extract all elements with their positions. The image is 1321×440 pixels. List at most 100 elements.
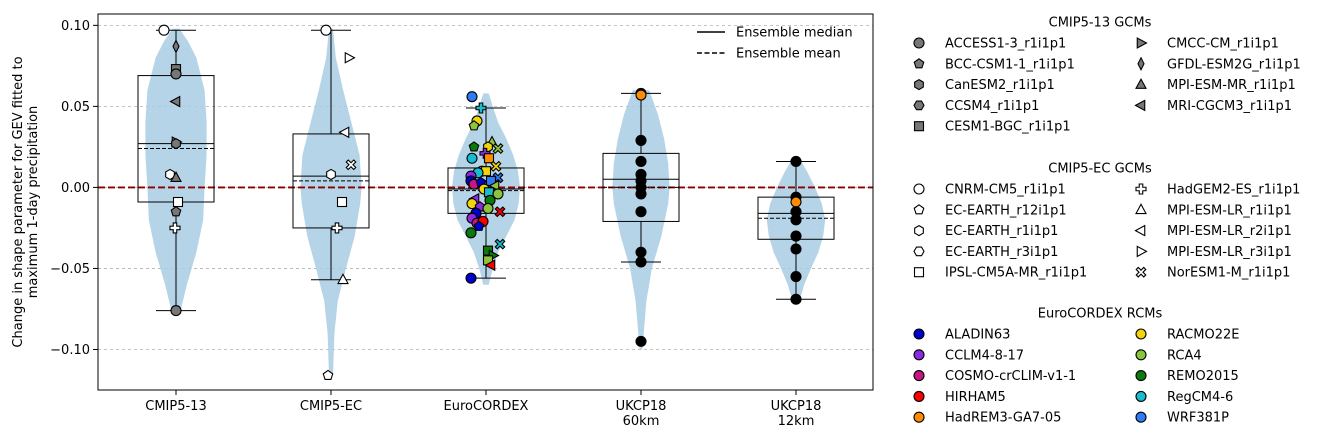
legend-item-label: NorESM1-M_r1i1p1 bbox=[1167, 266, 1290, 281]
legend-item-label: EC-EARTH_r1i1p1 bbox=[945, 224, 1058, 239]
legend-marker-icon bbox=[1135, 390, 1147, 402]
legend-marker-icon bbox=[913, 121, 925, 132]
data-point bbox=[790, 155, 802, 168]
data-point bbox=[320, 24, 332, 36]
y-tick-label: −0.05 bbox=[50, 262, 90, 277]
legend-marker-icon bbox=[1135, 328, 1147, 340]
data-point bbox=[484, 259, 496, 272]
data-point bbox=[483, 153, 495, 164]
legend-marker-icon bbox=[1135, 183, 1147, 195]
legend-item-label: IPSL-CM5A-MR_r1i1p1 bbox=[945, 266, 1087, 281]
data-point bbox=[488, 179, 500, 192]
data-point bbox=[170, 305, 182, 317]
legend-item-label: HIRHAM5 bbox=[945, 390, 1006, 405]
data-point bbox=[790, 230, 802, 242]
data-point bbox=[170, 68, 182, 80]
legend-marker-icon bbox=[913, 183, 925, 195]
x-tick-label: CMIP5-EC bbox=[300, 399, 362, 414]
legend-item-label: MPI-ESM-LR_r1i1p1 bbox=[1167, 203, 1292, 218]
legend-item-label: HadREM3-GA7-05 bbox=[945, 411, 1061, 426]
legend-marker-icon bbox=[1135, 349, 1147, 361]
legend-item-label: GFDL-ESM2G_r1i1p1 bbox=[1167, 57, 1301, 72]
legend-marker-icon bbox=[913, 390, 925, 402]
data-point bbox=[172, 39, 180, 54]
data-point bbox=[494, 238, 506, 250]
data-point bbox=[490, 160, 502, 172]
legend-marker-icon bbox=[1135, 77, 1147, 89]
data-point bbox=[790, 243, 802, 255]
legend-marker-icon bbox=[914, 78, 924, 91]
legend-marker-icon bbox=[913, 246, 925, 257]
data-point bbox=[170, 171, 182, 182]
data-point bbox=[344, 51, 356, 64]
legend-item-label: CNRM-CM5_r1i1p1 bbox=[945, 183, 1066, 198]
data-point bbox=[635, 335, 647, 347]
y-tick-label: 0.05 bbox=[61, 100, 90, 115]
legend-line-label: Ensemble mean bbox=[736, 47, 841, 62]
legend-marker-icon bbox=[1136, 245, 1148, 258]
data-point bbox=[331, 222, 343, 234]
legend-marker-icon bbox=[913, 267, 925, 278]
x-tick-label: UKCP18 12km bbox=[771, 399, 822, 429]
x-tick-label: UKCP18 60km bbox=[616, 399, 667, 429]
legend-item-label: CCSM4_r1i1p1 bbox=[945, 99, 1039, 114]
legend-marker-icon bbox=[1134, 99, 1146, 112]
violin-1 bbox=[300, 28, 362, 376]
legend-marker-icon bbox=[1134, 224, 1146, 237]
legend-marker-icon bbox=[1135, 370, 1147, 382]
legend-item-label: CanESM2_r1i1p1 bbox=[945, 78, 1055, 93]
legend-marker-icon bbox=[913, 411, 925, 423]
data-point bbox=[635, 246, 647, 258]
data-point bbox=[790, 271, 802, 283]
data-point bbox=[326, 168, 336, 181]
legend-marker-icon bbox=[913, 58, 925, 69]
data-point bbox=[169, 95, 181, 108]
legend-item-label: CMCC-CM_r1i1p1 bbox=[1167, 37, 1279, 52]
x-tick-label: EuroCORDEX bbox=[444, 399, 529, 414]
legend-item-label: ACCESS1-3_r1i1p1 bbox=[945, 37, 1066, 52]
data-point bbox=[492, 142, 504, 155]
legend-marker-icon bbox=[913, 328, 925, 340]
data-point bbox=[465, 227, 477, 239]
legend-item-label: ALADIN63 bbox=[945, 328, 1010, 343]
data-point bbox=[482, 202, 494, 215]
legend-section-title: CMIP5-13 GCMs bbox=[1049, 16, 1152, 31]
data-point bbox=[345, 159, 357, 171]
legend-item-label: BCC-CSM1-1_r1i1p1 bbox=[945, 57, 1075, 72]
legend-area: CMIP5-13 GCMs ACCESS1-3_r1i1p1 BCC-CSM1-1_… bbox=[913, 16, 1301, 426]
data-point bbox=[492, 188, 504, 200]
data-point bbox=[635, 155, 647, 168]
data-point bbox=[790, 196, 802, 208]
legend-marker-icon bbox=[1135, 266, 1147, 278]
legend-marker-icon bbox=[1136, 37, 1148, 49]
legend-item-label: MRI-CGCM3_r1i1p1 bbox=[1167, 99, 1292, 114]
legend-marker-icon bbox=[1135, 203, 1147, 215]
y-axis-label: Change in shape parameter for GEV fitted… bbox=[11, 56, 41, 347]
legend-marker-icon bbox=[913, 204, 925, 215]
data-point bbox=[494, 206, 506, 218]
legend-item-label: COSMO-crCLIM-v1-1 bbox=[945, 369, 1076, 384]
data-point bbox=[790, 293, 802, 305]
legend-line-label: Ensemble median bbox=[736, 26, 853, 41]
data-point bbox=[336, 196, 348, 208]
data-point bbox=[468, 120, 480, 131]
data-point bbox=[473, 220, 485, 231]
legend-item-label: CESM1-BGC_r1i1p1 bbox=[945, 120, 1071, 135]
legend-item-label: MPI-ESM-LR_r3i1p1 bbox=[1167, 245, 1292, 260]
data-point bbox=[482, 245, 494, 256]
x-tick-label: CMIP5-13 bbox=[145, 399, 206, 414]
data-point bbox=[635, 256, 647, 268]
data-point bbox=[171, 138, 181, 150]
legend-item-label: WRF381P bbox=[1167, 411, 1229, 426]
legend-item-label: EC-EARTH_r3i1p1 bbox=[945, 245, 1058, 260]
legend-marker-icon bbox=[913, 37, 925, 49]
data-point bbox=[475, 102, 487, 114]
legend-section-title: EuroCORDEX RCMs bbox=[1038, 307, 1163, 322]
data-point bbox=[465, 272, 477, 284]
legend-section-title: CMIP5-EC GCMs bbox=[1048, 162, 1152, 177]
data-point bbox=[165, 168, 175, 181]
legend-item-label: RACMO22E bbox=[1167, 328, 1239, 343]
y-tick-label: −0.10 bbox=[50, 343, 90, 358]
data-point bbox=[635, 89, 647, 101]
